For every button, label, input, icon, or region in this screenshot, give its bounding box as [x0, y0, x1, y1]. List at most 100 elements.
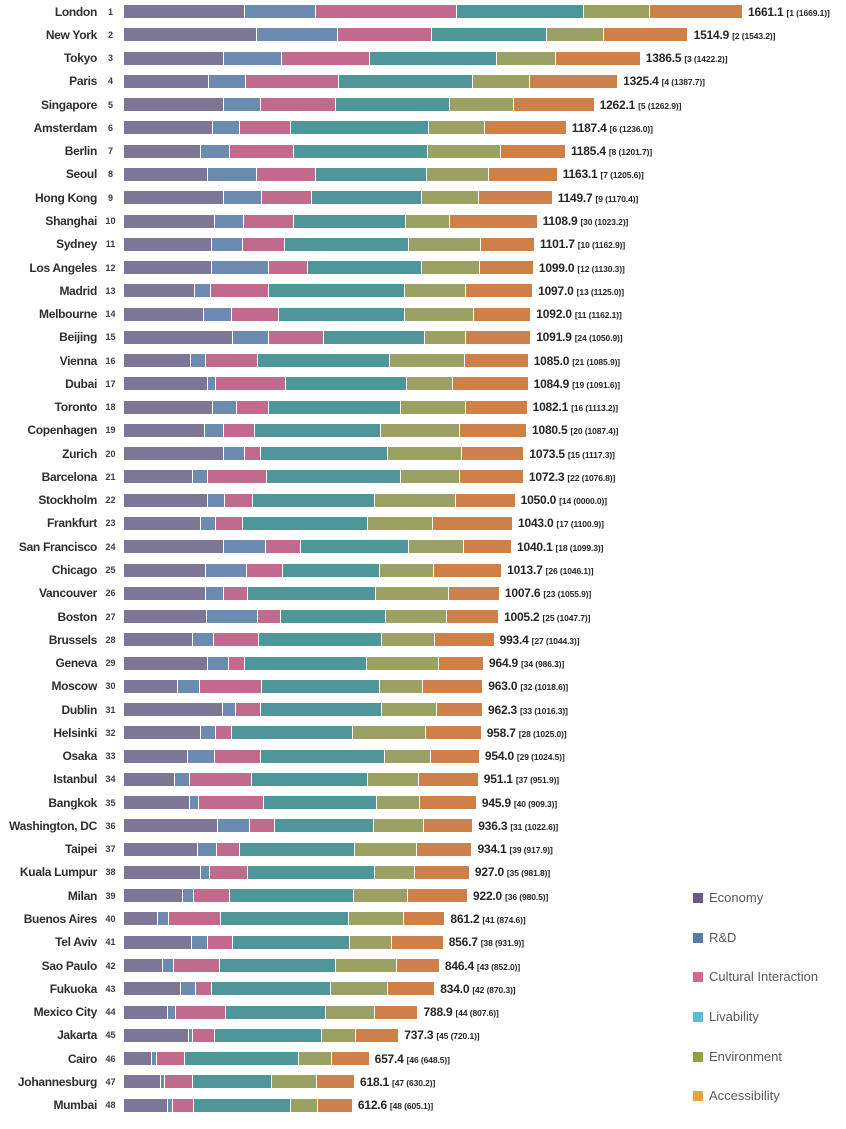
segment-r-d	[205, 563, 247, 577]
segment-environment	[406, 377, 453, 391]
segment-cultural-interaction	[208, 470, 268, 484]
segment-accessibility	[425, 726, 481, 740]
segment-accessibility	[355, 1028, 399, 1042]
segment-environment	[380, 563, 435, 577]
score-previous-note: [30 (1023.2)]	[580, 217, 629, 228]
rank-label: 23	[105, 518, 116, 529]
segment-accessibility	[424, 819, 473, 833]
city-label: Shanghai	[45, 214, 97, 229]
segment-r-d	[189, 796, 199, 810]
stacked-bar	[124, 28, 688, 42]
score-value: 1092.0	[536, 307, 572, 322]
city-label: Fukuoka	[49, 981, 98, 996]
score-label: 1007.6 [23 (1055.9)]	[505, 584, 591, 602]
bar-area: 1085.0 [21 (1085.9)]	[124, 352, 846, 370]
segment-economy	[124, 493, 209, 507]
segment-cultural-interaction	[211, 284, 270, 298]
score-previous-note: [38 (931.9)]	[480, 938, 524, 949]
score-previous-note: [7 (1205.6)]	[600, 170, 644, 181]
score-label: 618.1 [47 (630.2)]	[360, 1073, 435, 1091]
segment-cultural-interaction	[214, 633, 260, 647]
segment-livability	[290, 121, 429, 135]
score-value: 1050.0	[520, 493, 557, 508]
legend-label: Economy	[709, 890, 764, 905]
rank-label: 25	[105, 565, 116, 575]
segment-environment	[375, 493, 457, 507]
segment-r-d	[163, 959, 174, 973]
segment-environment	[425, 330, 467, 344]
segment-cultural-interaction	[169, 912, 221, 926]
segment-livability	[244, 656, 368, 670]
segment-economy	[124, 842, 198, 856]
rank-label: 26	[105, 588, 116, 599]
segment-economy	[124, 610, 208, 624]
rank-label: 38	[105, 867, 116, 878]
bar-area: 1072.3 [22 (1076.8)]	[124, 468, 846, 486]
score-previous-note: [48 (605.1)]	[389, 1101, 434, 1112]
segment-cultural-interaction	[214, 749, 262, 763]
stacked-bar	[124, 1052, 369, 1066]
city-label: Vancouver	[39, 586, 97, 601]
segment-accessibility	[604, 28, 688, 42]
city-label: Sydney	[56, 237, 97, 252]
segment-r-d	[187, 749, 215, 763]
segment-r-d	[168, 1005, 176, 1019]
bar-area: 1325.4 [4 (1387.7)]	[124, 72, 846, 90]
bar-area: 922.0 [36 (980.5)]	[124, 887, 846, 905]
score-value: 618.1	[360, 1074, 390, 1089]
city-label: Tokyo	[64, 51, 97, 66]
score-label: 1073.5 [15 (1117.3)]	[529, 445, 615, 463]
segment-accessibility	[462, 447, 524, 461]
segment-economy	[124, 889, 183, 903]
segment-environment	[330, 982, 388, 996]
rank-label: 20	[105, 448, 116, 459]
stacked-bar	[124, 540, 511, 554]
segment-economy	[124, 516, 202, 530]
bar-area: 1097.0 [13 (1125.0)]	[124, 282, 846, 300]
segment-accessibility	[466, 400, 527, 414]
segment-r-d	[257, 28, 338, 42]
city-label: Melbourne	[39, 307, 97, 322]
segment-livability	[261, 749, 386, 763]
segment-livability	[275, 819, 374, 833]
segment-livability	[370, 51, 498, 65]
score-previous-note: [13 (1125.0)]	[576, 286, 624, 297]
segment-economy	[124, 1098, 168, 1112]
score-label: 846.4 [43 (852.0)]	[445, 957, 520, 975]
score-label: 964.9 [34 (986.3)]	[489, 654, 564, 672]
city-label: Beijing	[59, 330, 97, 345]
score-previous-note: [40 (909.3)]	[513, 798, 558, 809]
city-label: Istanbul	[53, 772, 97, 787]
bar-area: 1092.0 [11 (1162.1)]	[124, 305, 846, 323]
segment-r-d	[197, 842, 217, 856]
score-label: 954.0 [29 (1024.5)]	[485, 747, 565, 765]
segment-cultural-interaction	[228, 656, 245, 670]
segment-economy	[124, 307, 205, 321]
segment-r-d	[215, 214, 245, 228]
bar-area: 954.0 [29 (1024.5)]	[124, 747, 846, 765]
score-previous-note: [19 (1091.6)]	[572, 379, 620, 390]
score-value: 954.0	[484, 749, 514, 764]
bar-area: 945.9 [40 (909.3)]	[124, 794, 846, 812]
bar-area: 958.7 [28 (1025.0)]	[124, 724, 846, 742]
bar-row-mexico-city: Mexico City 44 788.9 [44 (807.6)]	[0, 1000, 846, 1023]
score-value: 1040.1	[517, 539, 553, 554]
score-previous-note: [47 (630.2)]	[392, 1077, 436, 1088]
score-label: 922.0 [36 (980.5)]	[473, 887, 548, 905]
segment-environment	[353, 889, 409, 903]
bar-area: 657.4 [46 (648.5)]	[124, 1050, 846, 1068]
bar-row-taipei: Taipei 37 934.1 [39 (917.9)]	[0, 838, 846, 861]
stacked-bar	[124, 1098, 352, 1112]
score-previous-note: [46 (648.5)]	[406, 1054, 450, 1065]
segment-economy	[124, 749, 188, 763]
bar-area: 737.3 [45 (720.1)]	[124, 1026, 846, 1044]
city-label: Moscow	[51, 679, 97, 694]
rank-label: 37	[105, 844, 116, 855]
segment-livability	[293, 144, 428, 158]
rank-label: 12	[105, 262, 116, 273]
bar-area: 1185.4 [8 (1201.7)]	[124, 142, 846, 160]
segment-economy	[124, 28, 258, 42]
score-label: 1084.9 [19 (1091.6)]	[534, 375, 620, 393]
